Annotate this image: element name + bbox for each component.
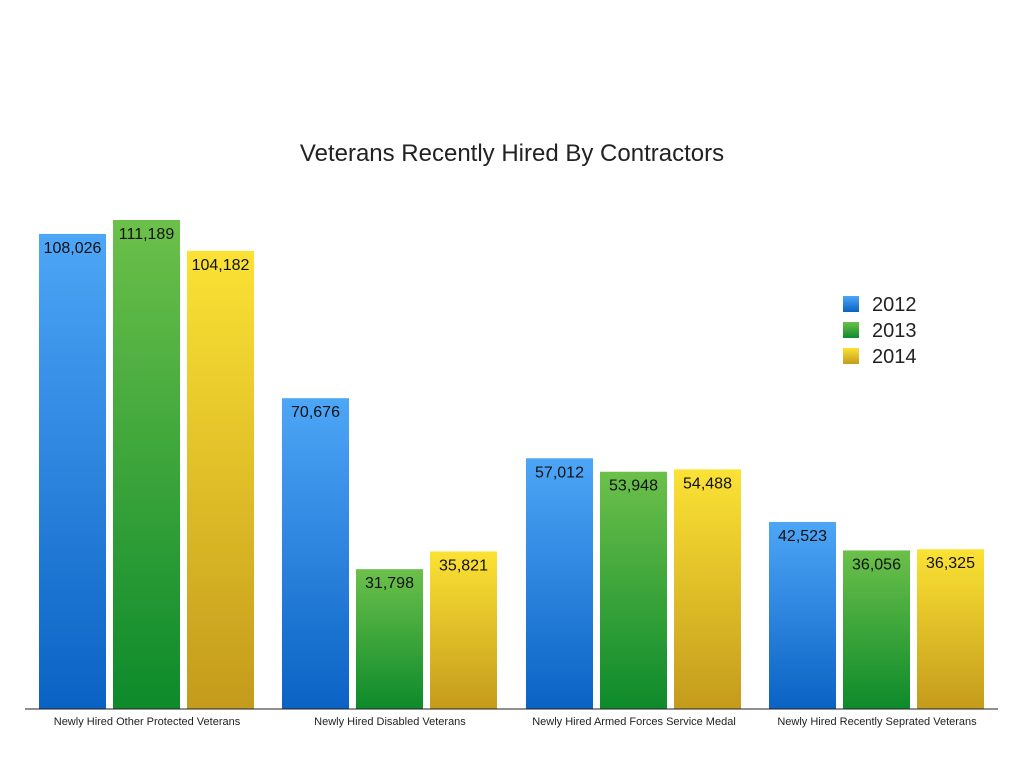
legend-label: 2013 bbox=[872, 320, 917, 342]
value-label: 111,189 bbox=[119, 226, 175, 243]
bar-2014-0 bbox=[187, 250, 254, 709]
value-label: 54,488 bbox=[683, 475, 732, 492]
bar-2012-2 bbox=[526, 458, 593, 709]
value-label: 36,056 bbox=[852, 556, 901, 573]
value-label: 53,948 bbox=[609, 478, 658, 495]
legend-label: 2012 bbox=[872, 294, 917, 316]
legend-swatch-2013 bbox=[843, 322, 859, 338]
bar-2014-1 bbox=[430, 551, 497, 709]
category-label: Newly Hired Other Protected Veterans bbox=[54, 716, 241, 728]
value-label: 42,523 bbox=[778, 528, 827, 545]
category-label: Newly Hired Armed Forces Service Medal bbox=[532, 716, 736, 728]
bar-2014-2 bbox=[674, 469, 741, 709]
value-label: 31,798 bbox=[365, 575, 414, 592]
category-labels-group: Newly Hired Other Protected Veterans New… bbox=[54, 716, 977, 728]
bar-2013-3 bbox=[843, 550, 910, 709]
chart-title: Veterans Recently Hired By Contractors bbox=[300, 140, 724, 167]
bars-group bbox=[39, 220, 984, 709]
value-label: 35,821 bbox=[439, 557, 488, 574]
bar-2012-0 bbox=[39, 233, 106, 709]
legend-swatch-2014 bbox=[843, 348, 859, 364]
legend-label: 2014 bbox=[872, 346, 917, 368]
bar-2012-1 bbox=[282, 398, 349, 709]
bar-2013-2 bbox=[600, 471, 667, 709]
legend: 2012 2013 2014 bbox=[843, 294, 917, 368]
value-label: 104,182 bbox=[192, 257, 250, 274]
category-label: Newly Hired Disabled Veterans bbox=[314, 716, 466, 728]
value-label: 36,325 bbox=[926, 555, 975, 572]
bar-2013-0 bbox=[113, 220, 180, 709]
value-label: 57,012 bbox=[535, 464, 584, 481]
bar-2014-3 bbox=[917, 549, 984, 709]
bar-2013-1 bbox=[356, 569, 423, 709]
value-label: 70,676 bbox=[291, 404, 340, 421]
bar-2012-3 bbox=[769, 521, 836, 709]
value-label: 108,026 bbox=[44, 240, 102, 257]
legend-swatch-2012 bbox=[843, 296, 859, 312]
value-labels-group: 108,026 70,676 57,012 42,523 111,189 31,798 53… bbox=[44, 226, 975, 592]
category-label: Newly Hired Recently Seprated Veterans bbox=[777, 716, 977, 728]
